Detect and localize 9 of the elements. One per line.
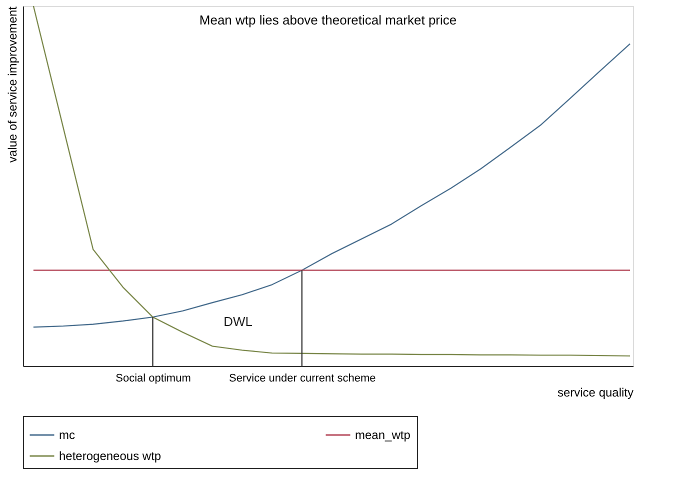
legend-label: mc: [59, 428, 75, 442]
annotation: DWL: [224, 314, 252, 329]
y-axis-title: value of service improvement: [6, 6, 20, 163]
x-axis-title: service quality: [557, 386, 634, 400]
x-tick-label: Social optimum: [116, 372, 191, 384]
legend-label: mean_wtp: [355, 428, 411, 442]
x-tick-label: Service under current scheme: [229, 372, 376, 384]
legend-label: heterogeneous wtp: [59, 449, 162, 463]
text: Mean wtp lies above theoretical market price: [199, 12, 457, 28]
